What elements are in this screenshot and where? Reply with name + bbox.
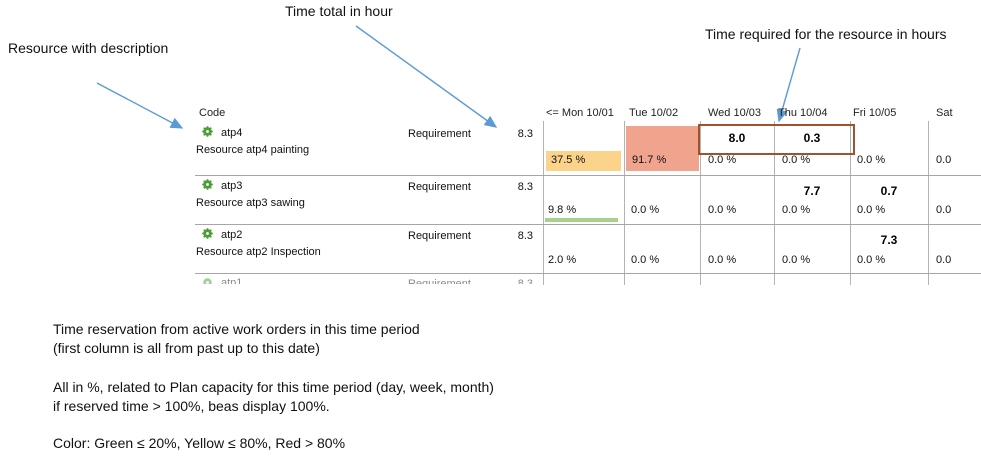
code-column-header: Code — [199, 107, 226, 119]
resource-description: Resource atp4 painting — [196, 144, 310, 156]
grid-vline — [928, 121, 929, 285]
grid-hline — [195, 273, 981, 274]
resource-row-atp1-clipped[interactable]: atp1 Requirement 8.3 — [195, 276, 981, 284]
capacity-pct-cell[interactable]: 0.0 % — [782, 254, 811, 266]
capacity-pct-cell[interactable]: 9.8 % — [548, 204, 577, 216]
required-hours-cell[interactable]: 8.0 — [728, 131, 746, 145]
day-column-header-thu: Thu 10/04 — [778, 107, 828, 119]
day-column-header-sat: Sat — [936, 107, 953, 119]
capacity-pct-cell[interactable]: 0.0 % — [631, 254, 660, 266]
required-hours-cell[interactable]: 7.7 — [803, 184, 821, 198]
row-type-label: Requirement — [408, 128, 471, 140]
note-time-reservation: Time reservation from active work orders… — [53, 321, 420, 337]
total-hours: 8.3 — [517, 128, 533, 140]
capacity-pct-cell[interactable]: 0.0 % — [857, 204, 886, 216]
resource-gear-icon — [202, 126, 213, 137]
capacity-pct-cell[interactable]: 0.0 % — [782, 154, 811, 166]
annotation-time-required: Time required for the resource in hours — [705, 26, 947, 42]
requirement-highlight-box — [698, 124, 855, 155]
resource-gear-icon — [202, 179, 213, 190]
resource-code[interactable]: atp4 — [221, 127, 243, 139]
capacity-pct-cell[interactable]: 37.5 % — [551, 154, 586, 166]
arrow-resource-with-description — [96, 82, 184, 129]
grid-vline — [543, 121, 544, 285]
total-hours: 8.3 — [517, 181, 533, 193]
capacity-pct-cell[interactable]: 91.7 % — [632, 154, 667, 166]
capacity-pct-cell[interactable]: 0.0 % — [708, 204, 737, 216]
row-type-label: Requirement — [408, 230, 471, 242]
resource-gear-icon — [203, 278, 212, 284]
arrow-time-total — [355, 25, 498, 128]
note-reserved-time: if reserved time > 100%, beas display 10… — [53, 398, 330, 414]
day-column-header-fri: Fri 10/05 — [853, 107, 897, 119]
annotation-resource-with-description: Resource with description — [8, 40, 169, 56]
capacity-pct-cell[interactable]: 0.0 % — [708, 154, 737, 166]
grid-vline — [850, 121, 851, 285]
capacity-fill-yellow — [546, 151, 621, 171]
note-color-legend: Color: Green ≤ 20%, Yellow ≤ 80%, Red > … — [53, 435, 346, 451]
resource-gear-icon — [202, 228, 213, 239]
resource-code[interactable]: atp2 — [221, 229, 243, 241]
grid-vline — [774, 121, 775, 285]
grid-vline — [700, 121, 701, 285]
note-first-column: (first column is all from past up to thi… — [53, 340, 320, 356]
capacity-pct-cell[interactable]: 0.0 — [936, 254, 952, 266]
day-column-header-mon: <= Mon 10/01 — [546, 107, 614, 119]
note-percent-plan-capacity: All in %, related to Plan capacity for t… — [53, 379, 494, 395]
capacity-pct-cell[interactable]: 0.0 — [936, 154, 952, 166]
grid-vline — [624, 121, 625, 285]
capacity-fill-red — [626, 126, 699, 171]
day-column-header-wed: Wed 10/03 — [708, 107, 762, 119]
capacity-pct-cell[interactable]: 0.0 % — [708, 254, 737, 266]
capacity-pct-cell[interactable]: 0.0 % — [857, 254, 886, 266]
resource-description: Resource atp3 sawing — [196, 197, 305, 209]
required-hours-cell[interactable]: 7.3 — [880, 233, 898, 247]
resource-code[interactable]: atp3 — [221, 180, 243, 192]
required-hours-cell[interactable]: 0.7 — [880, 184, 898, 198]
capacity-pct-cell[interactable]: 0.0 % — [782, 204, 811, 216]
total-hours: 8.3 — [517, 230, 533, 242]
capacity-pct-cell[interactable]: 0.0 — [936, 204, 952, 216]
day-column-header-tue: Tue 10/02 — [629, 107, 679, 119]
total-hours: 8.3 — [517, 278, 533, 284]
required-hours-cell[interactable]: 0.3 — [803, 131, 821, 145]
grid-hline — [195, 224, 981, 225]
row-type-label: Requirement — [408, 181, 471, 193]
annotation-time-total: Time total in hour — [285, 3, 393, 19]
capacity-fill-green-bar — [545, 218, 618, 222]
capacity-pct-cell[interactable]: 2.0 % — [548, 254, 577, 266]
resource-code: atp1 — [221, 277, 243, 284]
grid-hline — [195, 175, 981, 176]
resource-description: Resource atp2 Inspection — [196, 246, 321, 258]
row-type-label: Requirement — [408, 278, 471, 284]
capacity-pct-cell[interactable]: 0.0 % — [631, 204, 660, 216]
capacity-pct-cell[interactable]: 0.0 % — [857, 154, 886, 166]
